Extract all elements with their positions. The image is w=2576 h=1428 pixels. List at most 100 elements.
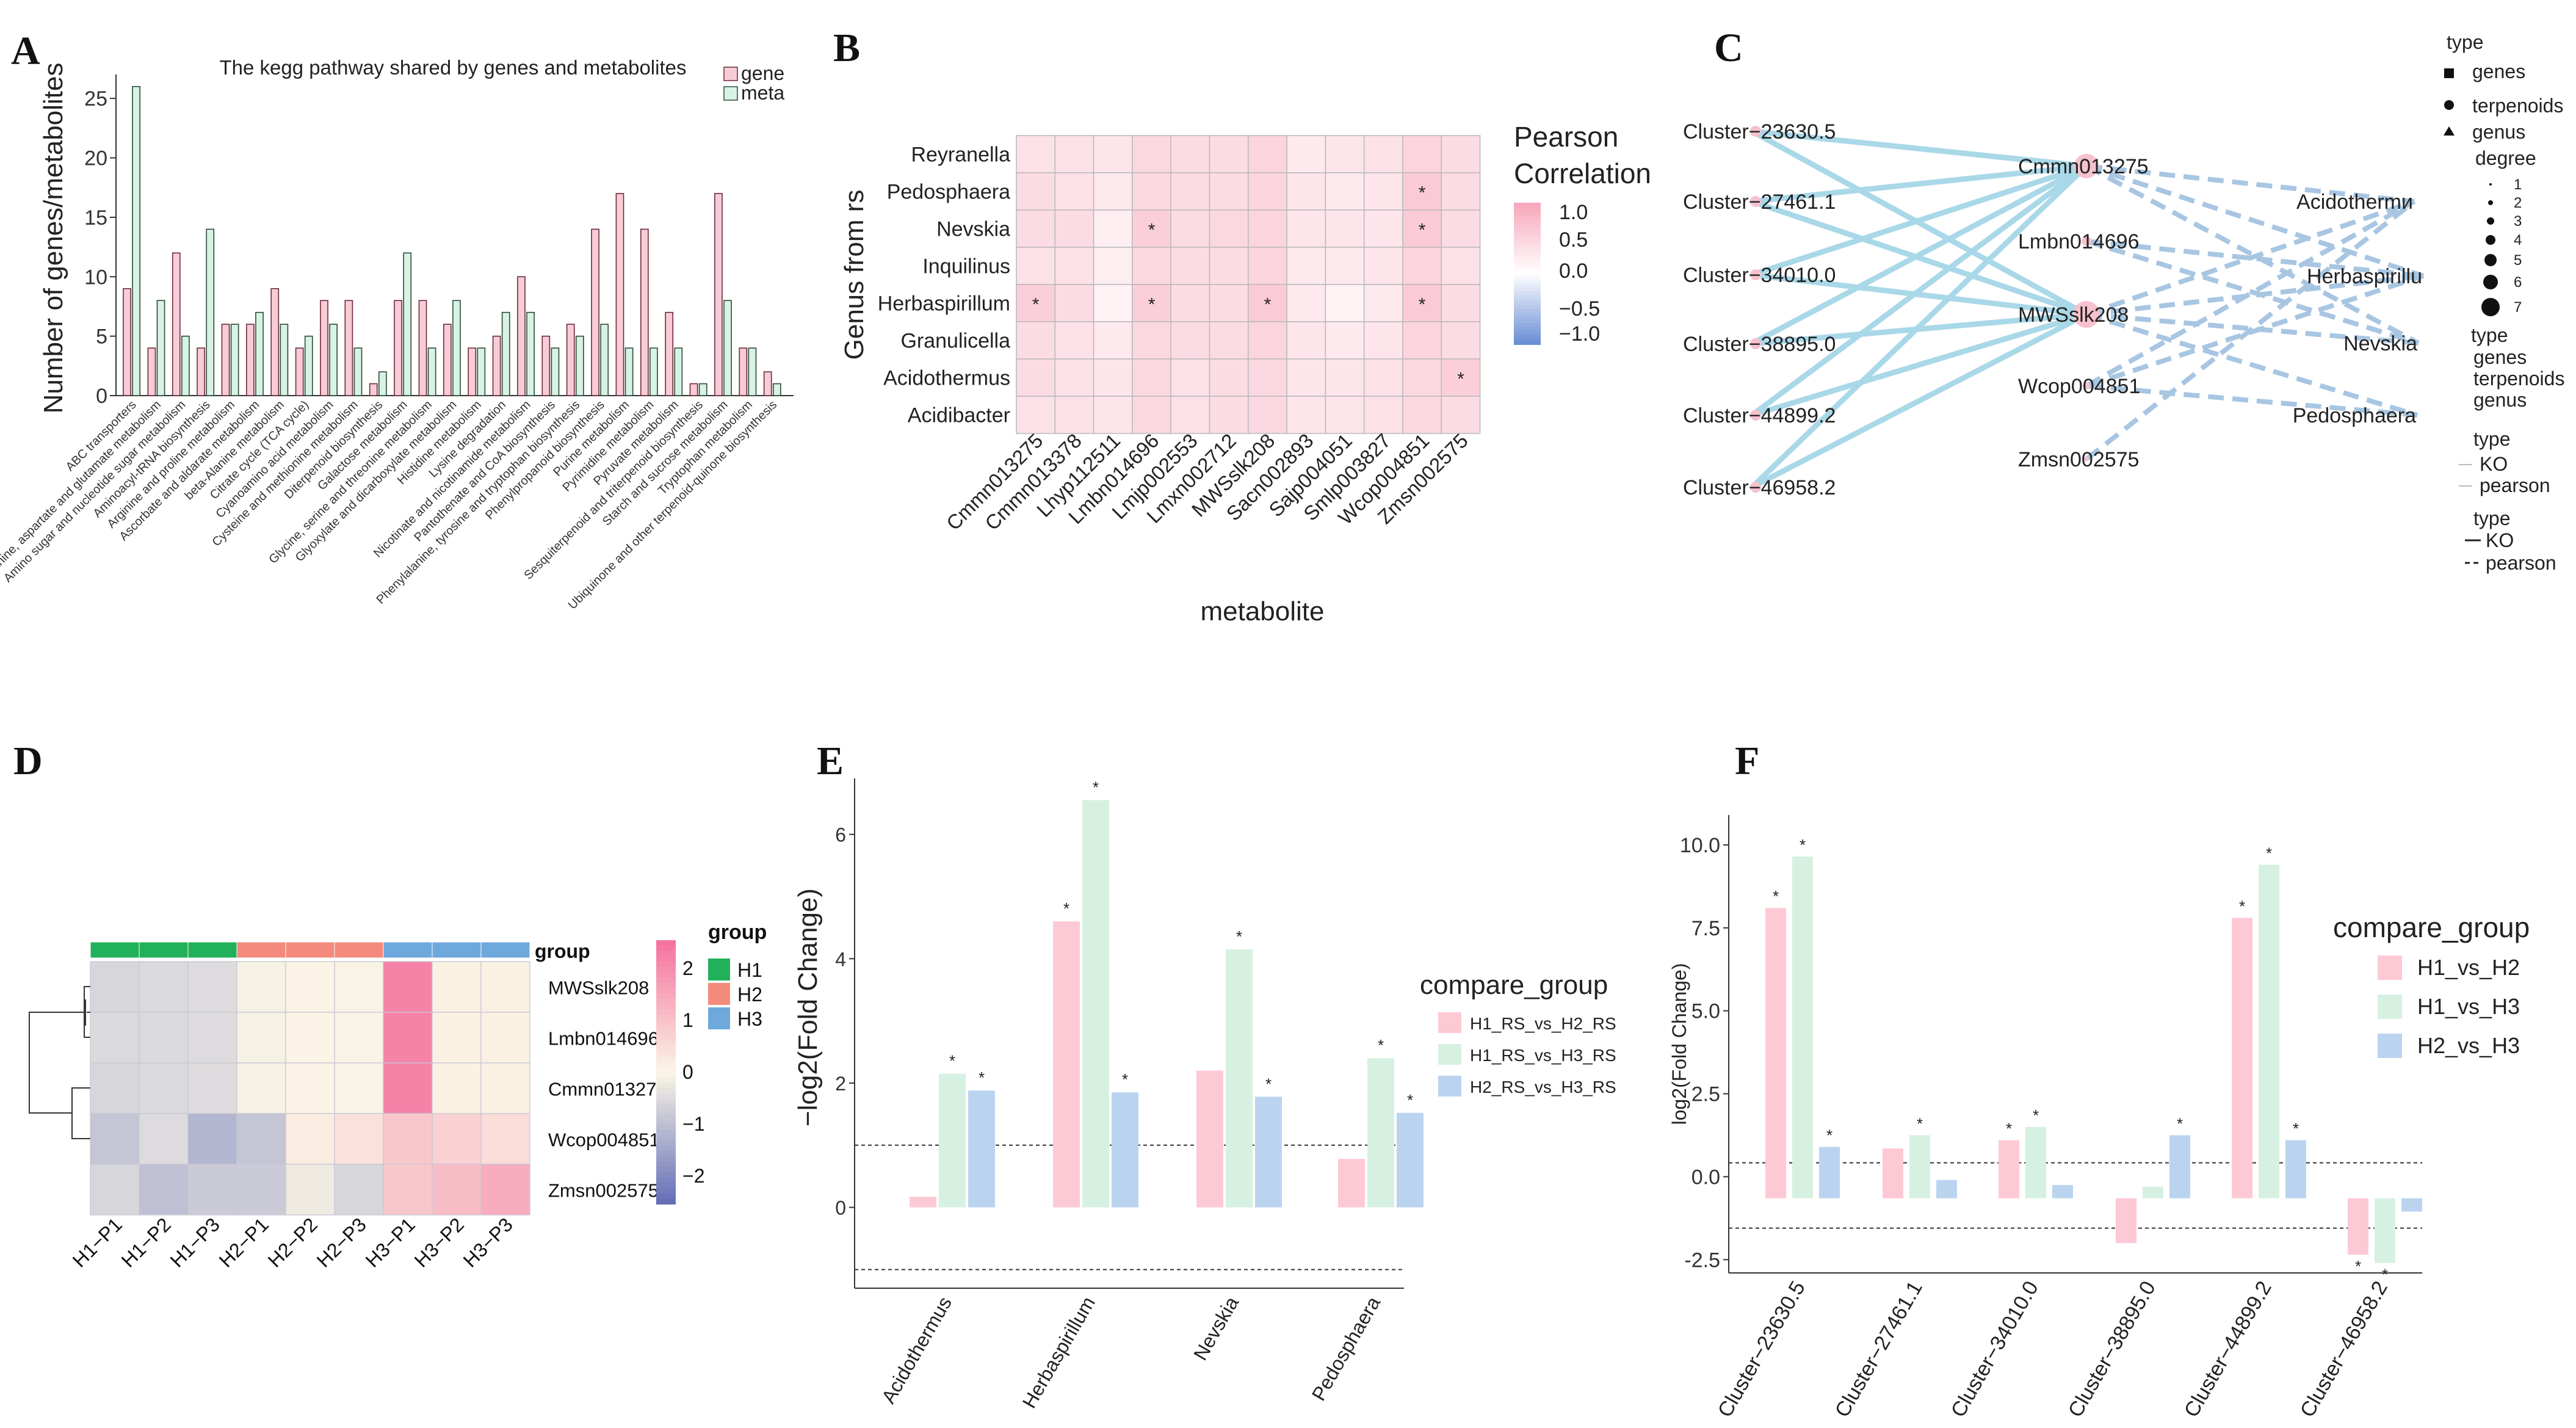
x-tick-label: Cluster−46958.2 (2296, 1277, 2392, 1421)
gene-node (1750, 410, 1761, 421)
bar-gene (443, 324, 452, 396)
legend-gradient-step (656, 1072, 676, 1078)
heatmap-cell (1248, 284, 1287, 322)
dendrogram (29, 986, 90, 1139)
legend-title-line2: Correlation (1514, 158, 1651, 189)
heatmap-cell (1209, 135, 1249, 173)
bar-h1-vs-h3 (2259, 864, 2279, 1198)
legend-gradient-step (1514, 316, 1541, 321)
legend-swatch-h1-rs-vs-h2-rs (1438, 1012, 1461, 1033)
legend-gradient-step (1514, 213, 1541, 218)
bar-h1-vs-h2 (1883, 1148, 1903, 1198)
heatmap-cell (1325, 209, 1365, 248)
heatmap-cell (1286, 396, 1326, 434)
y-axis-title: −log2(Fold Change) (793, 888, 823, 1126)
legend-type2-item: genus (2473, 389, 2527, 411)
significance-star: * (1148, 295, 1156, 315)
heatmap-cell (285, 1164, 335, 1216)
heatmap-cell (1402, 209, 1442, 248)
legend-group-label: H2 (737, 984, 762, 1006)
legend-gradient-step (1514, 309, 1541, 313)
heatmap-cell (1132, 247, 1171, 285)
bar-gene (714, 193, 723, 396)
bar-gene (763, 371, 772, 396)
gene-node-label: Cluster−46958.2 (1683, 476, 1836, 499)
bar-meta (206, 228, 215, 396)
bar-meta (575, 335, 584, 396)
legend-gradient-step (656, 1167, 676, 1173)
legend-tick-label: 0.0 (1559, 259, 1588, 283)
bar-h2-vs-h3 (1819, 1147, 1840, 1198)
row-label: Zmsn002575 (548, 1180, 659, 1201)
legend-gradient-step (656, 1193, 676, 1200)
legend-gradient-step (1514, 217, 1541, 221)
pearson-edge (2085, 274, 2425, 388)
legend-swatch-h2-rs-vs-h3-rs (1438, 1076, 1461, 1096)
legend-gradient-step (1514, 291, 1541, 295)
dendrogram-branch (71, 1087, 90, 1139)
bar-h1-vs-h2 (1765, 908, 1786, 1198)
legend-gradient-step (1514, 259, 1541, 264)
significance-star: * (1093, 778, 1099, 797)
ko-edge (1751, 128, 2087, 169)
heatmap-cell (139, 1012, 189, 1064)
ko-edge (1751, 272, 2087, 317)
terpenoid-node (2084, 457, 2089, 462)
heatmap-cell (187, 961, 237, 1013)
heatmap-cell (1248, 135, 1287, 173)
heatmap-cell (187, 1012, 237, 1064)
bar-gene (394, 300, 402, 396)
legend-gene-swatch (723, 67, 738, 81)
legend-title: compare_group (1420, 970, 1608, 1000)
y-tick-label: 2 (835, 1073, 846, 1095)
significance-star: * (1063, 899, 1069, 918)
bar-h1-vs-h2 (2232, 918, 2252, 1198)
bar-gene (541, 335, 551, 396)
bar-gene (492, 335, 501, 396)
legend-gradient-step (656, 1198, 676, 1205)
bar-meta (624, 347, 634, 396)
row-label: Lmbn014696 (548, 1028, 659, 1049)
legend-gradient-step (656, 1098, 676, 1104)
heatmap-cell (1016, 284, 1056, 322)
legend-gradient-step (1514, 227, 1541, 232)
terpenoid-node (2074, 154, 2099, 178)
heatmap-cell (1054, 284, 1094, 322)
legend-degree-marker (2486, 235, 2495, 245)
legend-gradient-step (1514, 312, 1541, 317)
bar-meta (181, 335, 190, 396)
y-tick-label: 0 (96, 385, 107, 408)
bar-meta (304, 335, 313, 396)
panel-b: * * * * * * * * Reyranella Pedosphaera Nevskia Inqu… (839, 121, 1651, 626)
heatmap-cell (90, 1113, 140, 1165)
pearson-edge (2085, 199, 2415, 388)
significance-star: * (949, 1052, 955, 1070)
legend-degree-title: degree (2475, 147, 2536, 169)
x-tick-label: Cluster−38895.0 (2064, 1277, 2160, 1421)
heatmap-cell (1363, 135, 1403, 173)
significance-star: * (1264, 295, 1272, 315)
heatmap-cell (383, 1062, 433, 1114)
legend-gradient-step (656, 1067, 676, 1073)
legend-gradient-step (1514, 263, 1541, 267)
pearson-edge (2085, 199, 2415, 317)
bar-h1-vs-h3 (1792, 856, 1813, 1198)
heatmap-cell (432, 961, 482, 1013)
row-label: Acidibacter (908, 404, 1010, 427)
gene-node-label: Cluster−44899.2 (1683, 404, 1836, 427)
bar-meta (723, 300, 732, 396)
bar-meta (280, 324, 289, 396)
heatmap-cell (1132, 321, 1171, 360)
significance-star: * (1407, 1091, 1413, 1109)
bar-h1-vs-h3 (1909, 1135, 1930, 1198)
heatmap-cell (1248, 321, 1287, 360)
legend-gradient-step (656, 1093, 676, 1100)
panel-d: group MWSslk208 Lmbn014696 Cmmn013275 Wcop00… (29, 921, 767, 1272)
bar-gene (468, 347, 477, 396)
heatmap-cell (90, 1164, 140, 1216)
legend-gradient-step (1514, 220, 1541, 225)
heatmap-cell (1209, 172, 1249, 211)
legend-label-h1-rs-vs-h2-rs: H1_RS_vs_H2_RS (1470, 1014, 1616, 1033)
bar-h1-vs-h3 (2375, 1198, 2395, 1263)
legend-gradient-step (656, 1119, 676, 1126)
